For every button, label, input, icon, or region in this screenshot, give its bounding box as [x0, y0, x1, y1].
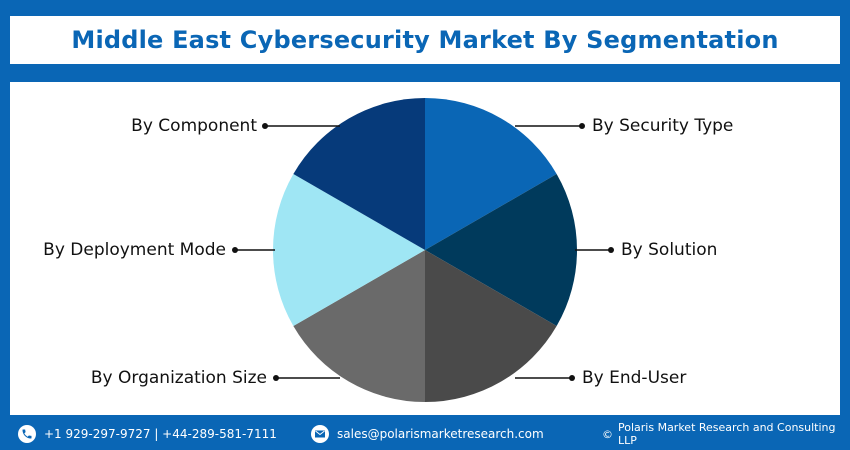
pie-slice-by-component: [293, 98, 425, 250]
slice-label-by-security-type: By Security Type: [592, 116, 733, 136]
callout-dot-by-component: [262, 123, 268, 129]
pie-slice-by-organization-size: [293, 250, 425, 402]
callout-dot-by-solution: [608, 247, 614, 253]
slice-label-by-organization-size: By Organization Size: [91, 368, 267, 388]
chart-panel: By Security Type By Solution By End-User By…: [10, 82, 840, 415]
phone-icon: [18, 425, 36, 443]
pie-slice-by-end-user: [425, 250, 557, 402]
callout-dot-by-security-type: [579, 123, 585, 129]
page-title: Middle East Cybersecurity Market By Segm…: [71, 26, 779, 54]
copyright-symbol: ©: [602, 427, 613, 441]
callout-dot-by-end-user: [569, 375, 575, 381]
footer-copyright: © Polaris Market Research and Consulting…: [602, 418, 850, 450]
title-banner: Middle East Cybersecurity Market By Segm…: [10, 16, 840, 64]
pie-slice-by-solution: [425, 174, 578, 326]
footer-email: sales@polarismarketresearch.com: [311, 418, 544, 450]
email-link[interactable]: sales@polarismarketresearch.com: [337, 427, 544, 441]
phone-numbers[interactable]: +1 929-297-9727 | +44-289-581-7111: [44, 427, 277, 441]
pie-slice-by-deployment-mode: [272, 174, 425, 326]
callout-dot-by-deployment-mode: [232, 247, 238, 253]
callout-dot-by-organization-size: [273, 375, 279, 381]
footer-phone: +1 929-297-9727 | +44-289-581-7111: [18, 418, 277, 450]
pie-slice-by-security-type: [425, 98, 557, 250]
slice-label-by-end-user: By End-User: [582, 368, 686, 388]
copyright-text: Polaris Market Research and Consulting L…: [618, 421, 836, 447]
footer-bar: +1 929-297-9727 | +44-289-581-7111 sales…: [0, 418, 850, 450]
slice-label-by-component: By Component: [131, 116, 257, 136]
slice-label-by-deployment-mode: By Deployment Mode: [43, 240, 226, 260]
pie-chart: By Security Type By Solution By End-User By…: [43, 98, 733, 402]
slice-label-by-solution: By Solution: [621, 240, 717, 260]
email-icon: [311, 425, 329, 443]
